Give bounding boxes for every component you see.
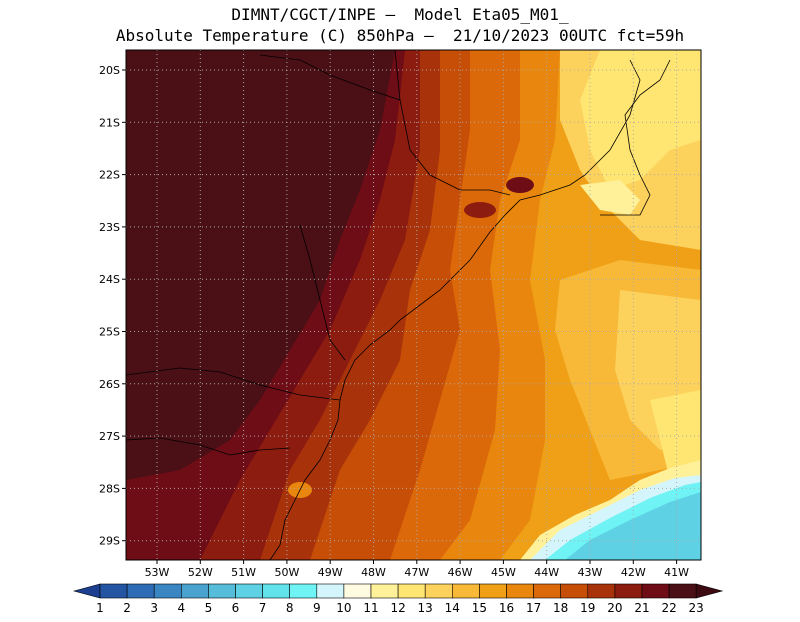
- colorbar-swatch: [479, 583, 507, 599]
- colorbar-label: 16: [499, 601, 514, 615]
- colorbar-label: 23: [689, 601, 704, 615]
- map-title-line-2: Absolute Temperature (C) 850hPa – 21/10/…: [115, 26, 685, 45]
- colorbar-swatch: [397, 583, 426, 599]
- colorbar-swatch: [235, 583, 263, 599]
- lon-label: 52W: [188, 566, 213, 579]
- colorbar-label: 21: [634, 601, 649, 615]
- colorbar-swatch: [668, 583, 697, 599]
- lat-label: 20S: [99, 64, 120, 77]
- colorbar-swatch: [126, 583, 155, 599]
- lon-label: 44W: [534, 566, 559, 579]
- colorbar-label: 12: [390, 601, 405, 615]
- lon-label: 45W: [491, 566, 516, 579]
- colorbar-swatch: [289, 583, 318, 599]
- lon-label: 51W: [231, 566, 256, 579]
- colorbar-swatch: [560, 583, 589, 599]
- temperature-field: [126, 50, 701, 560]
- colorbar-label: 18: [553, 601, 568, 615]
- colorbar-swatch: [316, 583, 345, 599]
- lon-label: 48W: [361, 566, 386, 579]
- lon-label: 43W: [578, 566, 603, 579]
- colorbar-swatch: [506, 583, 534, 599]
- lat-label: 22S: [99, 169, 120, 182]
- lat-label: 27S: [99, 430, 120, 443]
- colorbar-swatch: [370, 583, 399, 599]
- lon-label: 49W: [318, 566, 343, 579]
- colorbar-label: 3: [150, 601, 158, 615]
- map-frame: [125, 49, 702, 561]
- colorbar-swatch: [262, 583, 291, 599]
- latitude-labels: 20S 21S 22S 23S 24S 25S 26S 27S 28S 29S: [99, 64, 126, 548]
- colorbar-label: 19: [580, 601, 595, 615]
- colorbar-swatch: [424, 583, 453, 599]
- lat-label: 28S: [99, 482, 120, 495]
- colorbar-swatch: [181, 583, 209, 599]
- lat-label: 21S: [99, 116, 120, 129]
- lon-label: 50W: [274, 566, 299, 579]
- lat-label: 26S: [99, 378, 120, 391]
- lon-label: 46W: [448, 566, 473, 579]
- colorbar-label: 17: [526, 601, 541, 615]
- colorbar-swatch: [587, 583, 616, 599]
- colorbar-label: 10: [336, 601, 351, 615]
- colorbar-label: 11: [363, 601, 378, 615]
- lon-label: 47W: [404, 566, 429, 579]
- color-scale-bar: 1 2 3 4 5 6 7 8 9 10 11 12 13 14 15 16 17 18 19 20 21 22 23: [72, 583, 724, 615]
- colorbar-label: 14: [445, 601, 460, 615]
- colorbar-label: 20: [607, 601, 622, 615]
- colorbar-max-arrow: [695, 583, 724, 599]
- lon-label: 53W: [145, 566, 170, 579]
- colorbar-label: 7: [259, 601, 267, 615]
- map-title-line-1: DIMNT/CGCT/INPE – Model Eta05_M01_: [231, 5, 569, 24]
- colorbar-swatch: [641, 583, 670, 599]
- colorbar-label: 13: [418, 601, 433, 615]
- colorbar-swatch: [451, 583, 480, 599]
- lat-label: 23S: [99, 221, 120, 234]
- colorbar-label: 1: [96, 601, 104, 615]
- colorbar-label: 8: [286, 601, 294, 615]
- colorbar-swatch: [533, 583, 561, 599]
- lon-label: 41W: [664, 566, 689, 579]
- colorbar-label: 6: [232, 601, 240, 615]
- colorbar-swatch: [208, 583, 236, 599]
- colorbar-label: 2: [123, 601, 131, 615]
- colorbar-label: 4: [177, 601, 185, 615]
- longitude-labels: 53W 52W 51W 50W 49W 48W 47W 46W 45W 44W 43W 42W 41W: [145, 560, 689, 579]
- lon-label: 42W: [621, 566, 646, 579]
- colorbar-swatch: [343, 583, 372, 599]
- colorbar-min-arrow: [72, 583, 101, 599]
- colorbar-swatch: [99, 583, 128, 599]
- lat-lon-grid: [126, 50, 701, 560]
- colorbar-label: 9: [313, 601, 321, 615]
- lat-label: 24S: [99, 273, 120, 286]
- colorbar-swatch: [614, 583, 643, 599]
- lat-label: 25S: [99, 326, 120, 339]
- colorbar-label: 5: [205, 601, 213, 615]
- lat-label: 29S: [99, 535, 120, 548]
- colorbar-swatch: [153, 583, 182, 599]
- colorbar-label: 22: [661, 601, 676, 615]
- coastline-and-borders: [126, 50, 671, 560]
- colorbar-label: 15: [472, 601, 487, 615]
